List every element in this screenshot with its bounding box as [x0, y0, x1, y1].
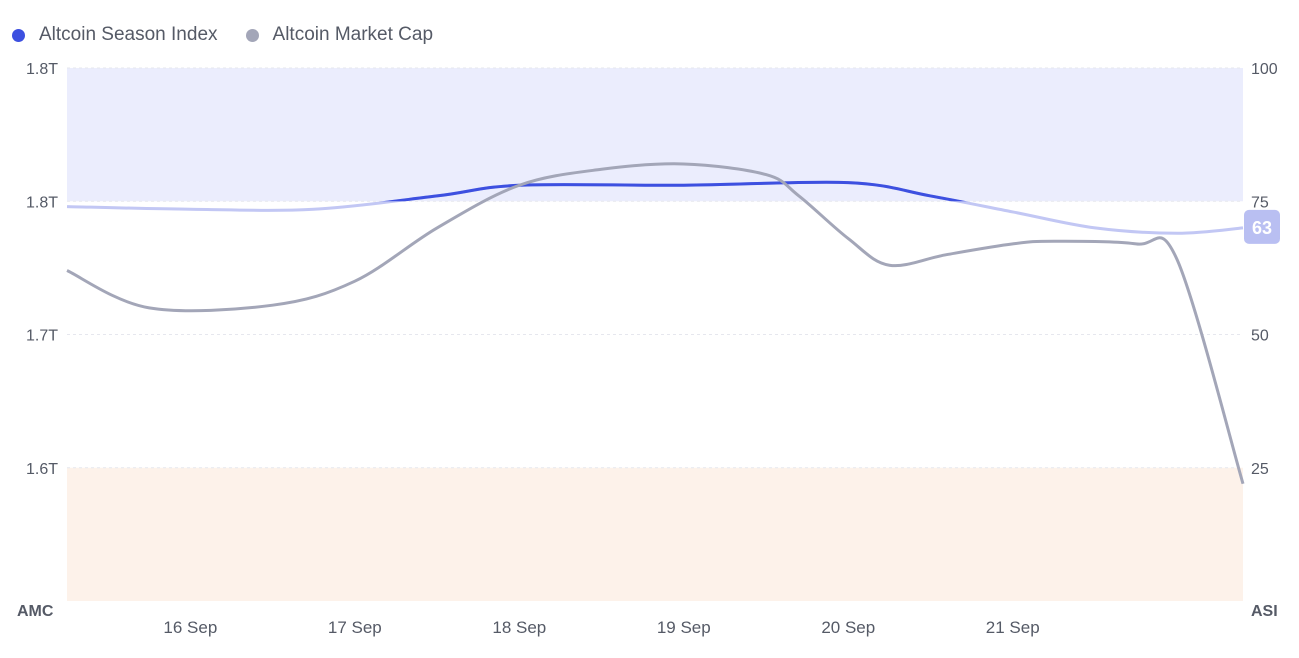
- x-axis-tick-label: 17 Sep: [328, 618, 382, 637]
- legend-dot-icon: [12, 28, 25, 42]
- x-axis-tick-label: 21 Sep: [986, 618, 1040, 637]
- legend-label: Altcoin Market Cap: [272, 24, 434, 45]
- last-value-label: 63: [1252, 218, 1272, 238]
- chart-legend: Altcoin Season Index Altcoin Market Cap: [12, 24, 433, 46]
- left-axis-tick-label: 1.8T: [26, 194, 58, 211]
- x-axis-tick-label: 18 Sep: [492, 618, 546, 637]
- left-axis-label: AMC: [17, 603, 54, 620]
- altseason-band: [67, 68, 1243, 202]
- legend-item-altcoin-market-cap[interactable]: Altcoin Market Cap: [245, 24, 434, 46]
- last-value-badge: [1244, 209, 1280, 244]
- left-axis-tick-label: 1.8T: [26, 61, 58, 78]
- left-axis-tick-label: 1.6T: [26, 461, 58, 478]
- legend-dot-icon: [245, 28, 259, 42]
- x-axis-tick-label: 20 Sep: [821, 618, 875, 637]
- bitcoin-season-band: [67, 467, 1243, 601]
- left-axis-tick-label: 1.7T: [26, 328, 58, 345]
- right-axis-tick-label: 50: [1251, 328, 1269, 345]
- right-axis-tick-label: 75: [1251, 194, 1269, 211]
- x-axis-tick-label: 19 Sep: [657, 618, 711, 637]
- right-axis-tick-label: 100: [1251, 61, 1278, 78]
- altcoin-market-cap-line[interactable]: [66, 162, 1245, 485]
- right-axis-label: ASI: [1251, 603, 1278, 620]
- legend-item-altcoin-season-index[interactable]: Altcoin Season Index: [12, 24, 218, 46]
- x-axis-tick-label: 16 Sep: [163, 618, 217, 637]
- altcoin-season-index-highlight: [381, 180, 967, 202]
- legend-label: Altcoin Season Index: [39, 24, 218, 45]
- right-axis-tick-label: 25: [1251, 461, 1269, 478]
